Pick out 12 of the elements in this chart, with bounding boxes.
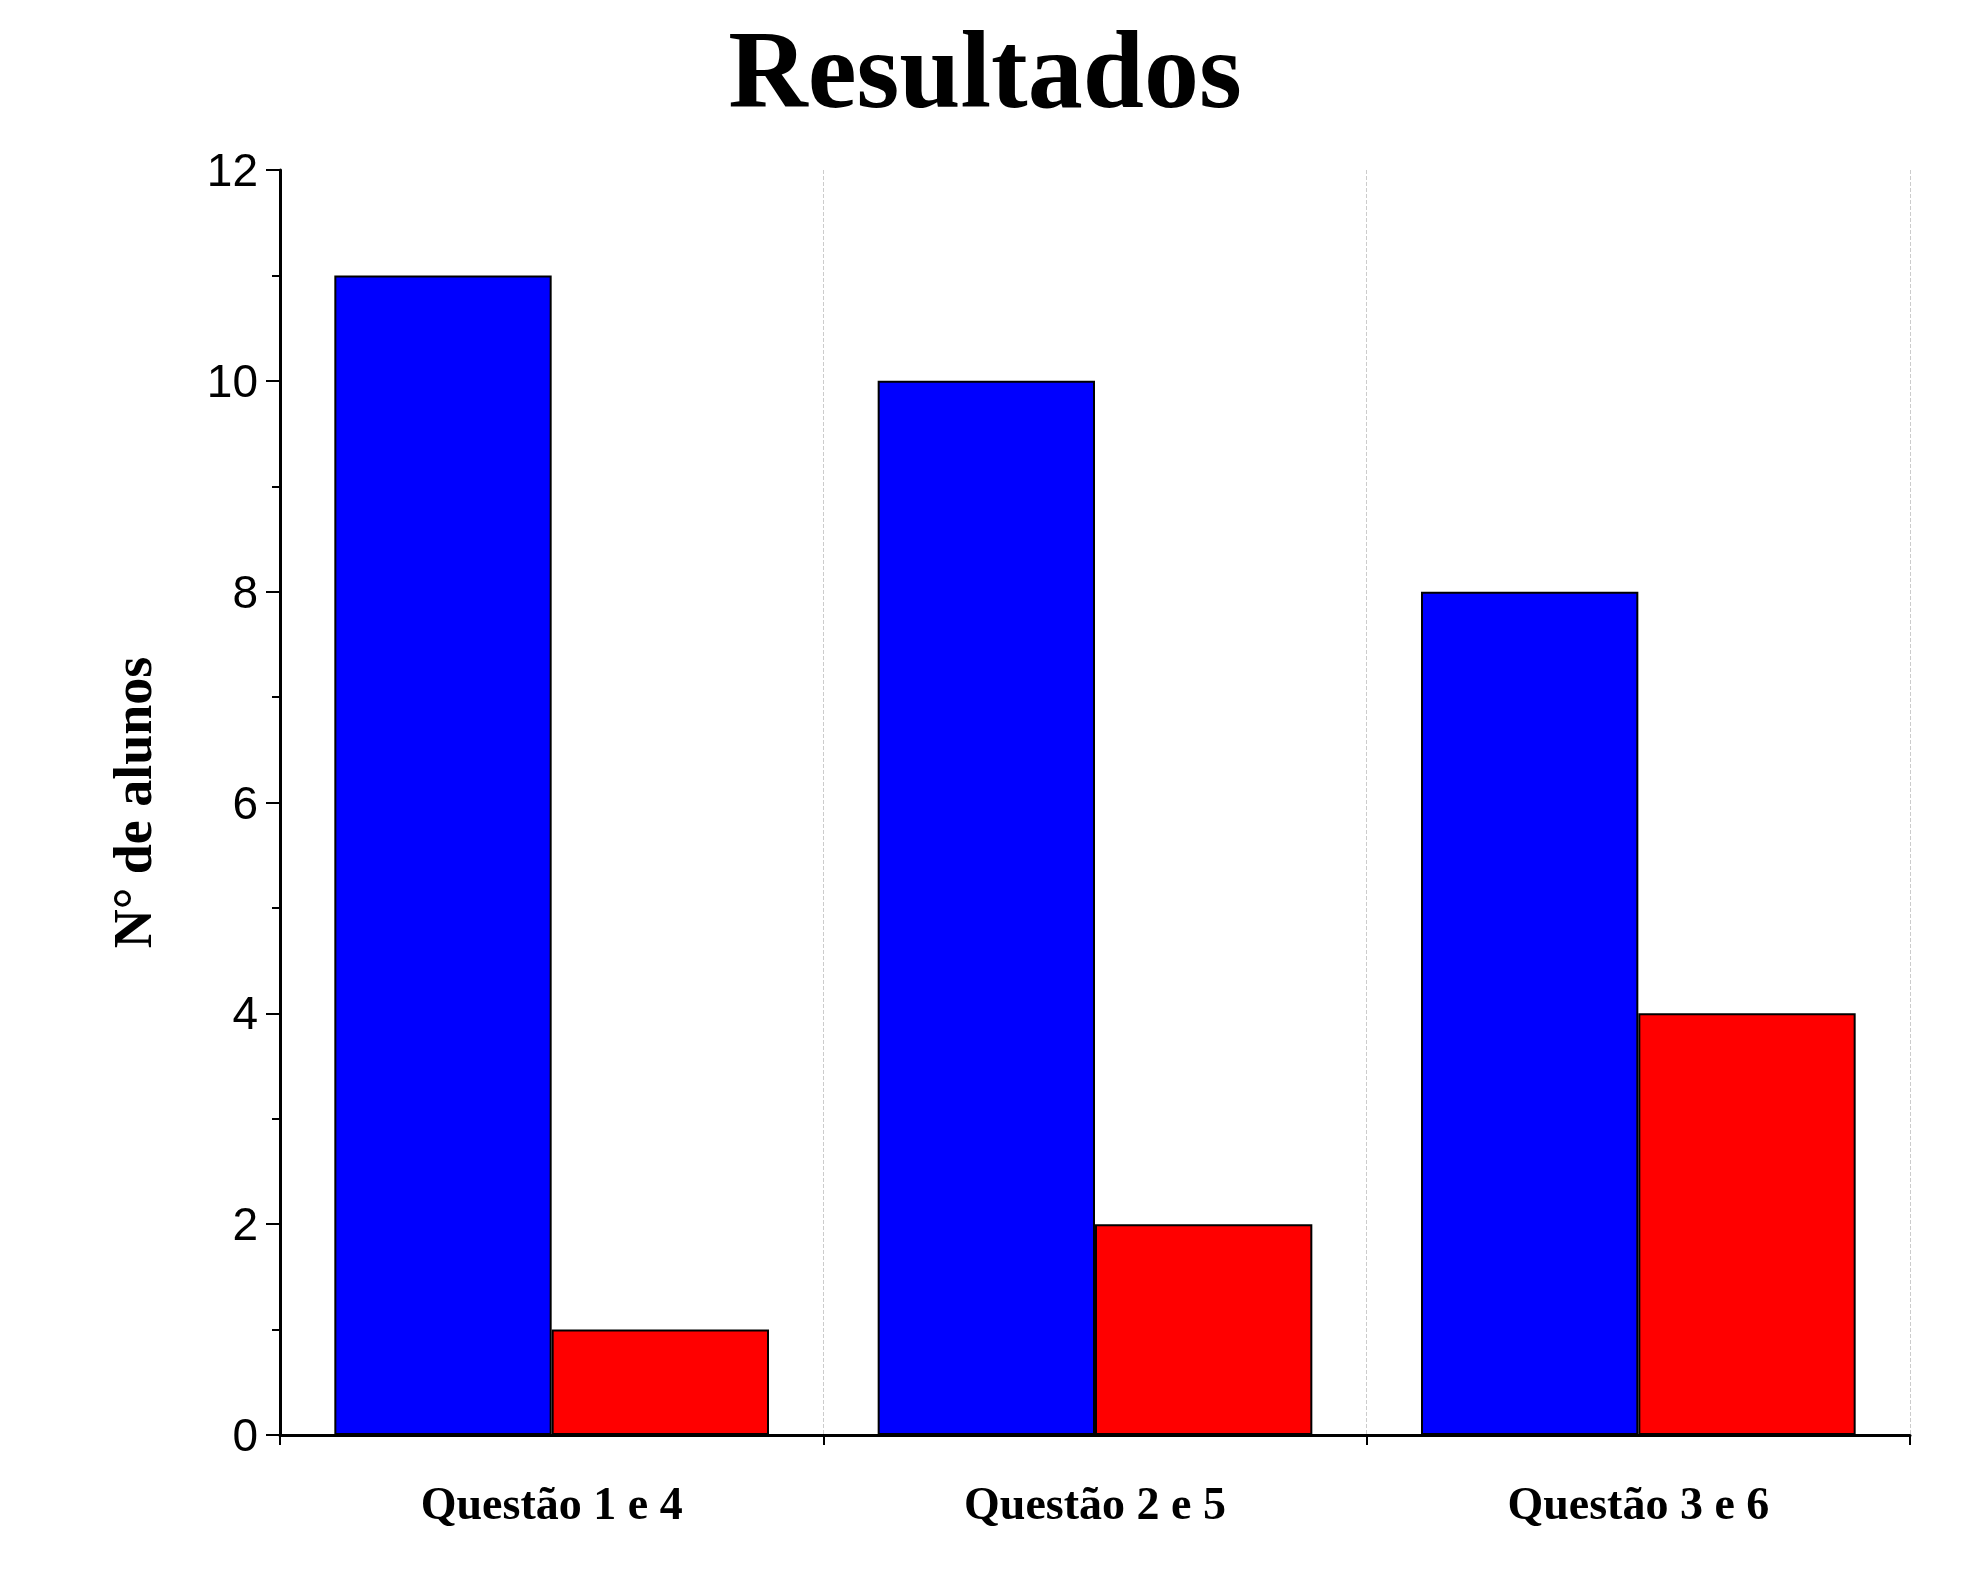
x-tick-label: Questão 2 e 5 [964,1477,1226,1529]
x-tick-label: Questão 3 e 6 [1507,1477,1770,1529]
chart-title: Resultados [728,9,1242,131]
y-tick-label: 8 [232,565,258,618]
y-tick-label: 10 [206,354,258,407]
y-tick-label: 12 [206,144,258,196]
y-tick-label: 0 [232,1409,258,1461]
y-tick-label: 4 [232,987,258,1040]
y-tick-label: 2 [232,1198,258,1251]
x-tick-label: Questão 1 e 4 [420,1477,683,1529]
y-tick-label: 6 [232,776,258,829]
y-axis-title: N° de alunos [103,656,163,949]
